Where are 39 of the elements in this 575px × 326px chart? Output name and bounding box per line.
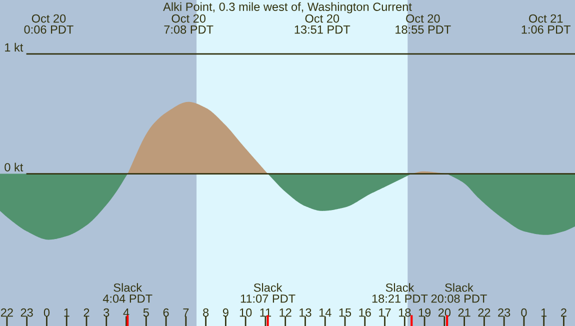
x-tick-label: 22	[0, 308, 13, 317]
x-tick-label: 18	[398, 308, 411, 317]
annotation: Slack 11:07 PDT	[240, 283, 296, 303]
x-tick-label: 23	[498, 308, 510, 317]
annotation: Slack 4:04 PDT	[102, 283, 152, 303]
x-tick-label: 6	[163, 308, 169, 317]
annotation: Oct 20 0:06 PDT	[24, 14, 74, 34]
x-tick-label: 1	[64, 308, 70, 317]
x-tick-label: 21	[458, 308, 470, 317]
x-tick-label: 0	[44, 308, 50, 317]
x-tick-label: 3	[104, 308, 110, 317]
annotation: Oct 20 13:51 PDT	[294, 14, 350, 34]
x-tick-label: 19	[418, 308, 431, 317]
x-tick-label: 22	[478, 308, 490, 317]
annotation: Oct 21 1:06 PDT	[522, 14, 570, 34]
annotation: Oct 20 18:55 PDT	[396, 14, 451, 34]
y-tick-label: 0 kt	[4, 162, 24, 172]
x-tick-label: 2	[561, 308, 566, 317]
x-tick-label: 7	[183, 308, 189, 317]
x-tick-label: 0	[521, 308, 527, 317]
x-tick-label: 13	[300, 308, 312, 317]
annotation: Slack 18:21 PDT	[372, 283, 428, 303]
x-tick-label: 14	[319, 308, 332, 317]
x-tick-label: 20	[438, 308, 451, 317]
x-tick-label: 10	[240, 308, 252, 317]
x-tick-label: 15	[339, 308, 352, 317]
x-tick-label: 16	[359, 308, 371, 317]
x-tick-label: 1	[541, 308, 547, 317]
x-tick-label: 2	[84, 308, 90, 317]
y-tick-label: 1 kt	[5, 42, 24, 52]
x-tick-label: 12	[280, 308, 292, 317]
x-tick-label: 9	[222, 308, 228, 317]
annotation: Slack 20:08 PDT	[431, 283, 487, 303]
annotation: Oct 20 7:08 PDT	[164, 14, 214, 34]
x-tick-label: 23	[20, 308, 33, 317]
x-tick-label: 17	[379, 308, 391, 317]
x-tick-label: 5	[143, 308, 149, 317]
x-tick-label: 8	[203, 308, 209, 317]
chart-title: Alki Point, 0.3 mile west of, Washington Current	[163, 2, 412, 14]
